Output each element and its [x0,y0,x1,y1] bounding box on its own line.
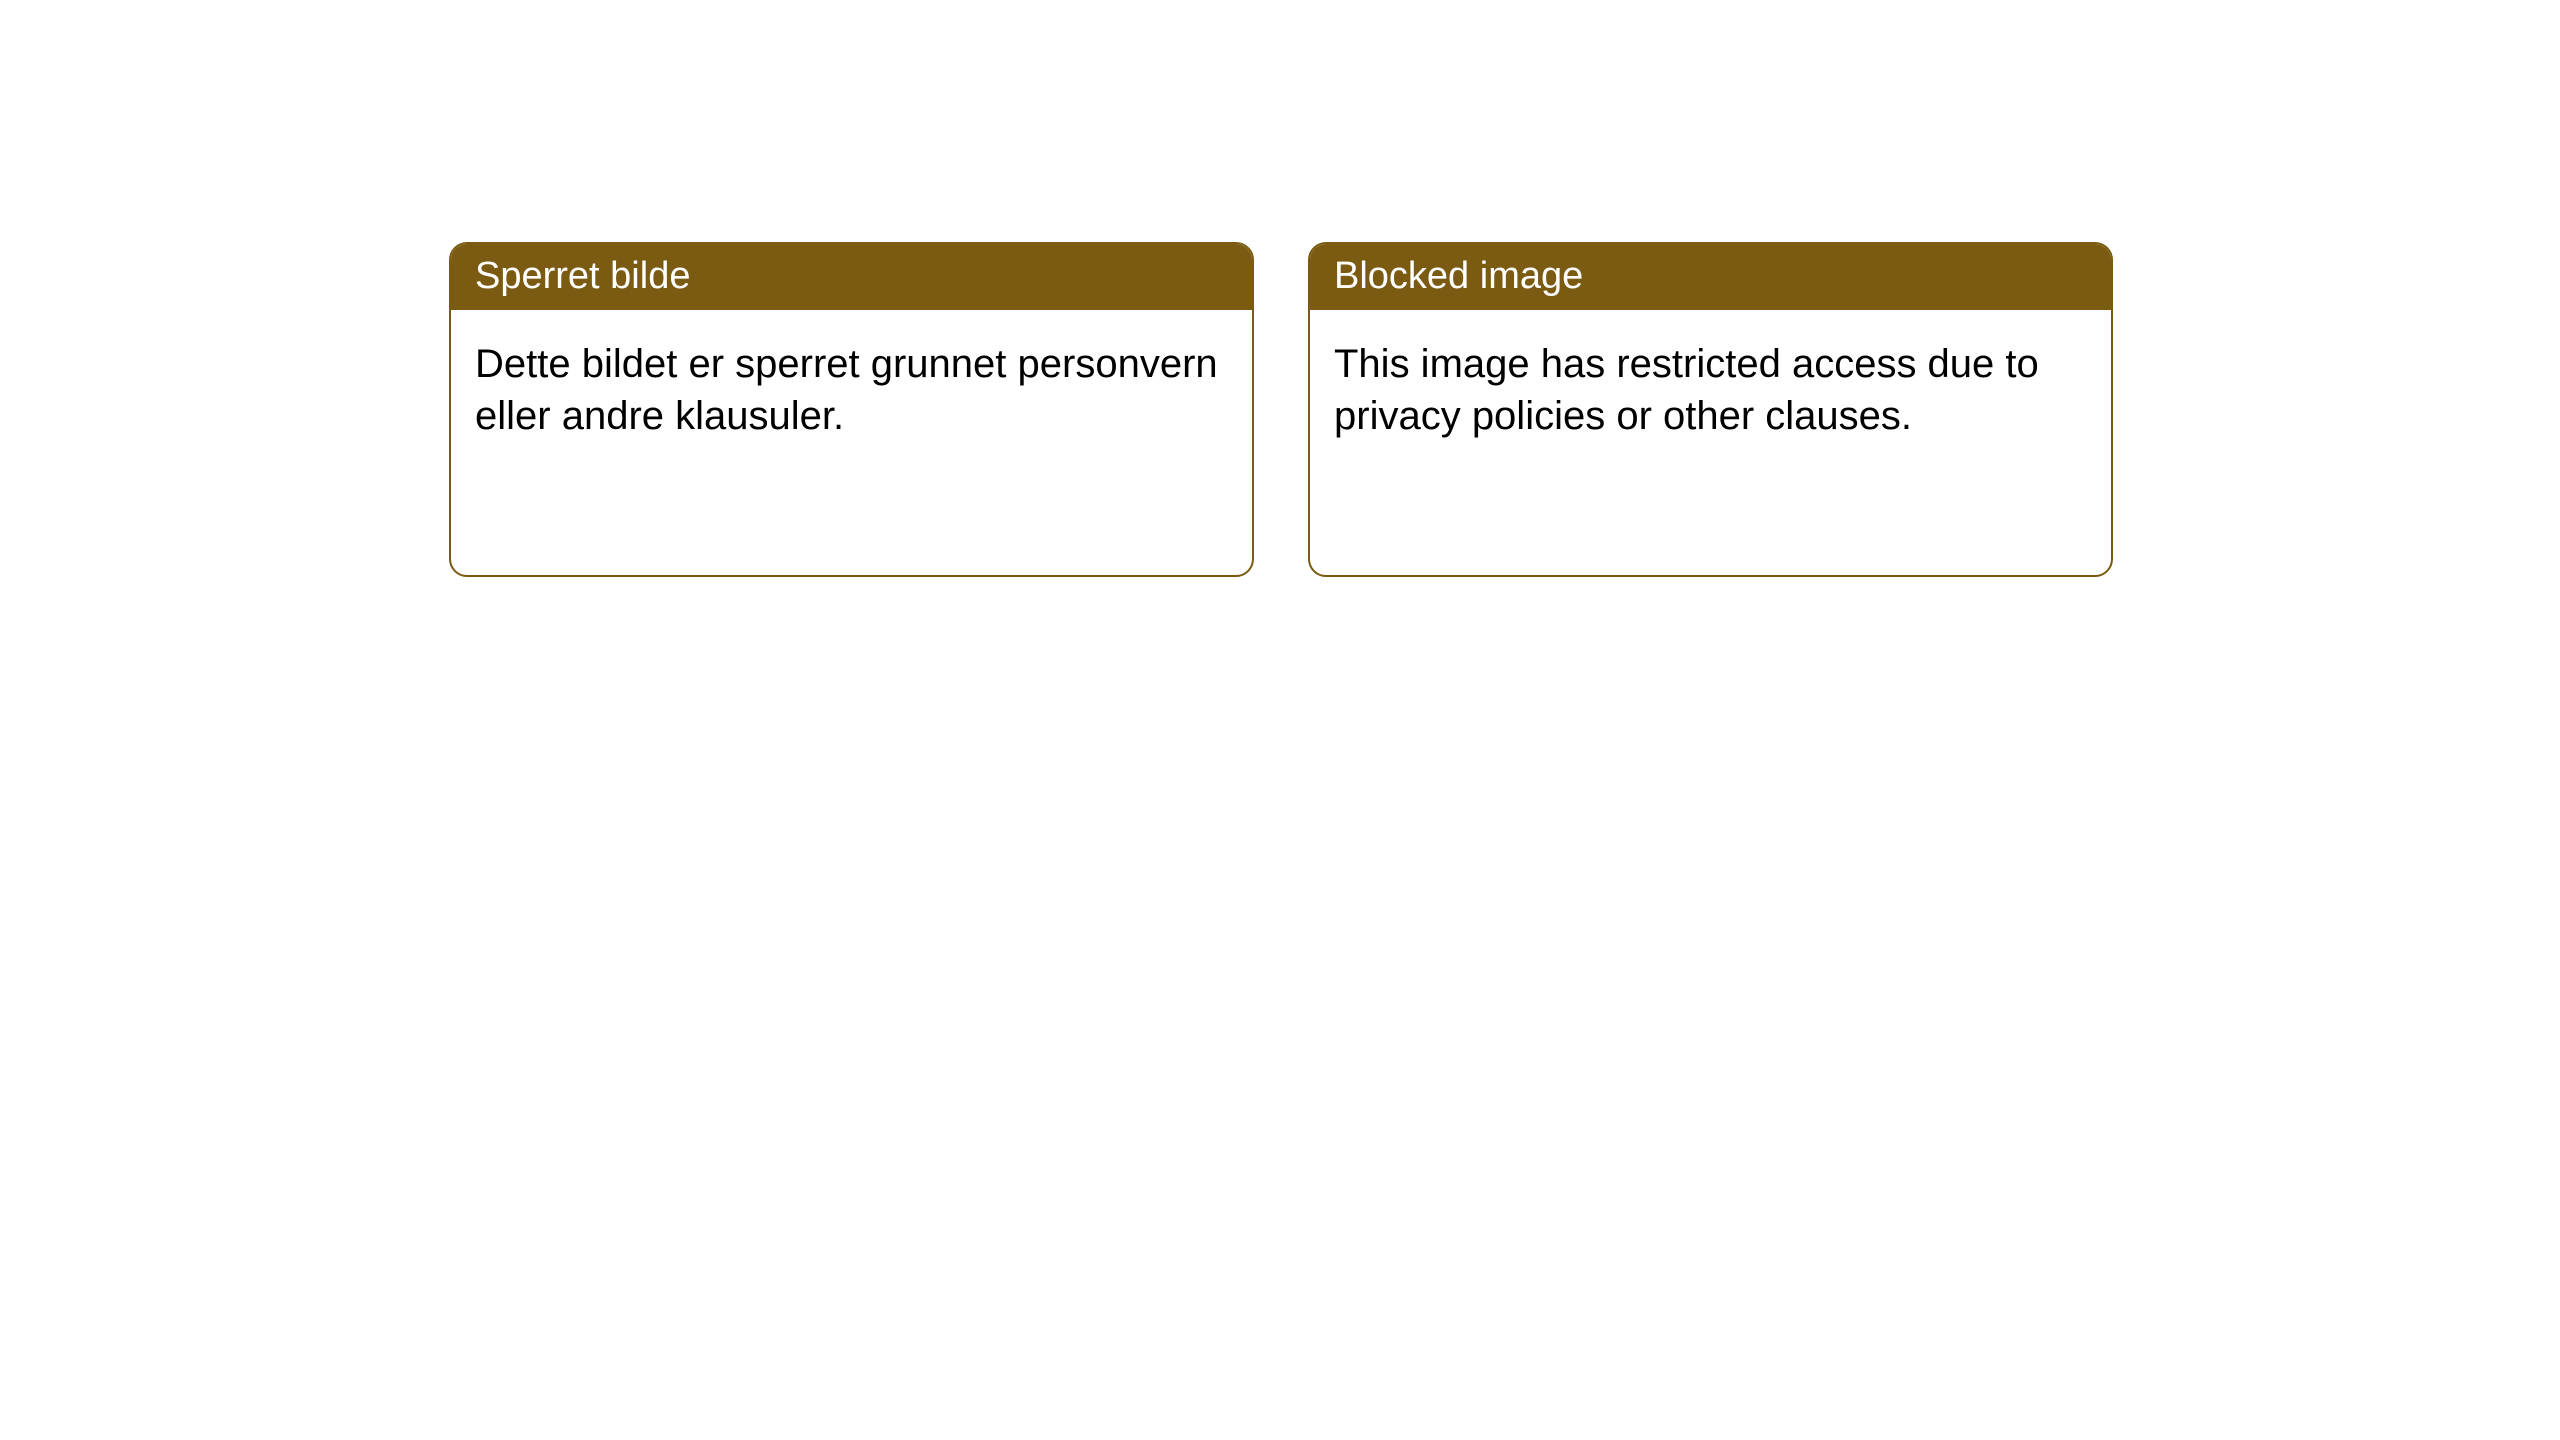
notice-container: Sperret bilde Dette bildet er sperret gr… [449,242,2113,577]
notice-body-norwegian: Dette bildet er sperret grunnet personve… [451,310,1252,472]
notice-box-english: Blocked image This image has restricted … [1308,242,2113,577]
notice-title-norwegian: Sperret bilde [451,244,1252,310]
notice-title-english: Blocked image [1310,244,2111,310]
notice-body-english: This image has restricted access due to … [1310,310,2111,472]
notice-box-norwegian: Sperret bilde Dette bildet er sperret gr… [449,242,1254,577]
